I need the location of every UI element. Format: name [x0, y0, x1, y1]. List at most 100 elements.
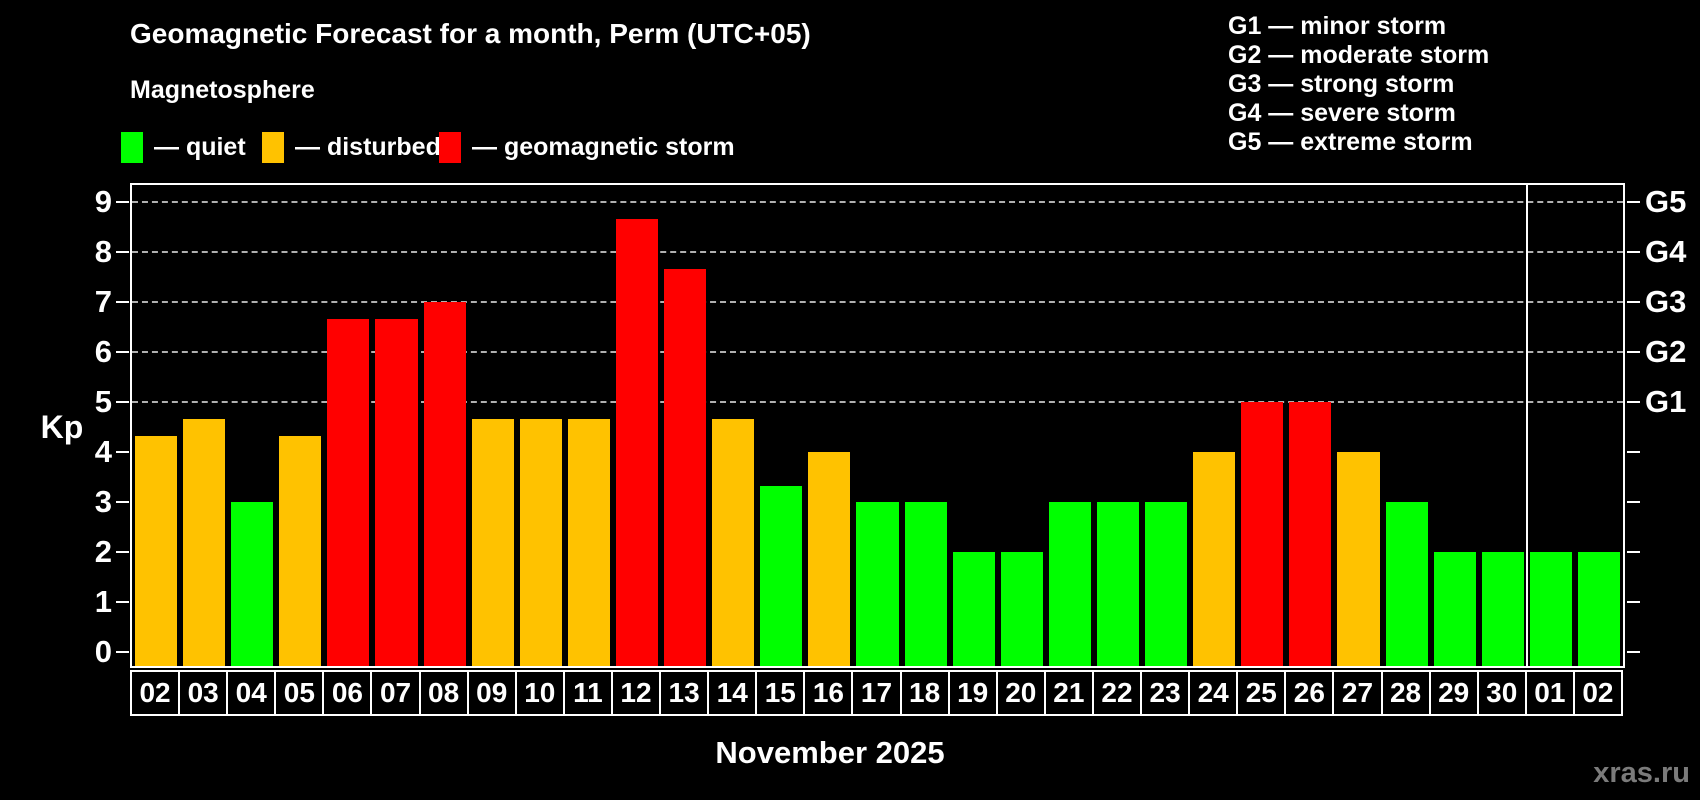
x-axis-date-cell: 11: [562, 670, 613, 716]
kp-bar-03: [183, 418, 226, 666]
kp-bar-28: [1385, 502, 1428, 666]
y-axis-tick-right: [1627, 601, 1640, 603]
gridline-kp6: [132, 351, 1623, 353]
kp-bar-11: [567, 418, 610, 666]
legend-storm-label: — geomagnetic storm: [472, 133, 735, 161]
right-axis-label-G4: G4: [1645, 234, 1687, 269]
y-axis-tick-right: [1627, 301, 1640, 303]
y-axis-label-4: 4: [94, 434, 112, 469]
y-axis-title: Kp: [40, 409, 84, 445]
y-axis-tick-right: [1627, 651, 1640, 653]
kp-bar-24: [1193, 452, 1236, 666]
y-axis-label-1: 1: [94, 584, 112, 619]
x-axis-date-cell: 26: [1284, 670, 1335, 716]
kp-bar-18: [904, 502, 947, 666]
x-axis-title: November 2025: [715, 735, 945, 770]
x-axis-date-cell: 14: [707, 670, 758, 716]
right-axis-label-G5: G5: [1645, 184, 1687, 219]
gscale-g1: G1 — minor storm: [1228, 12, 1447, 40]
gridline-kp8: [132, 251, 1623, 253]
kp-bar-21: [1048, 502, 1091, 666]
right-axis-label-G3: G3: [1645, 284, 1687, 319]
y-axis-label-6: 6: [94, 334, 112, 369]
kp-bar-10: [519, 418, 562, 666]
x-axis-date-cell: 17: [851, 670, 902, 716]
x-axis-date-cell: 30: [1476, 670, 1527, 716]
kp-bar-01: [1529, 552, 1572, 666]
x-axis-date-cell: 28: [1380, 670, 1431, 716]
y-axis-tick-right: [1627, 451, 1640, 453]
disturbed-color-swatch: [262, 132, 284, 163]
kp-bar-06: [327, 318, 370, 666]
gridline-kp9: [132, 201, 1623, 203]
kp-bar-12: [615, 218, 659, 666]
gscale-g2: G2 — moderate storm: [1228, 41, 1490, 69]
gscale-g5: G5 — extreme storm: [1228, 128, 1473, 156]
x-axis-date-cell: 03: [178, 670, 229, 716]
x-axis-date-cell: 20: [995, 670, 1046, 716]
right-axis-label-G2: G2: [1645, 334, 1687, 369]
x-axis-date-cell: 21: [1043, 670, 1094, 716]
y-axis-tick-right: [1627, 551, 1640, 553]
gscale-g4: G4 — severe storm: [1228, 99, 1456, 127]
y-axis-tick-right: [1627, 201, 1640, 203]
x-axis-date-cell: 12: [610, 670, 662, 716]
x-axis-date-cell: 13: [659, 670, 710, 716]
x-axis-date-cell: 01: [1524, 670, 1575, 716]
kp-bar-05: [279, 435, 322, 666]
kp-bar-02: [135, 435, 178, 666]
kp-bar-15: [760, 485, 803, 666]
kp-bar-02: [1577, 552, 1620, 666]
x-axis-date-cell: 05: [274, 670, 325, 716]
x-axis-date-cell: 19: [947, 670, 998, 716]
chart-title: Geomagnetic Forecast for a month, Perm (…: [130, 18, 811, 49]
chart-subtitle: Magnetosphere: [130, 76, 315, 104]
kp-bar-25: [1241, 402, 1284, 666]
y-axis-tick-right: [1627, 401, 1640, 403]
x-axis-date-cell: 07: [370, 670, 421, 716]
kp-bar-20: [1000, 552, 1043, 666]
kp-bar-26: [1289, 402, 1332, 666]
y-axis-tick-left: [116, 201, 129, 203]
y-axis-tick-left: [116, 501, 129, 503]
quiet-color-swatch: [121, 132, 143, 163]
kp-bar-30: [1481, 552, 1524, 666]
x-axis-date-cell: 22: [1091, 670, 1143, 716]
legend-item-quiet: — quiet: [121, 131, 246, 164]
x-axis-date-cell: 24: [1188, 670, 1239, 716]
legend-disturbed-label: — disturbed: [295, 133, 441, 161]
kp-bar-17: [856, 502, 899, 666]
y-axis-label-2: 2: [94, 534, 112, 569]
kp-bar-19: [952, 552, 995, 666]
x-axis-date-cell: 16: [803, 670, 854, 716]
y-axis-label-7: 7: [94, 284, 112, 319]
kp-bar-23: [1145, 502, 1188, 666]
x-axis-date-cell: 29: [1428, 670, 1479, 716]
kp-bar-14: [712, 418, 755, 666]
x-axis-date-cell: 25: [1236, 670, 1287, 716]
kp-bar-13: [664, 268, 707, 666]
y-axis-tick-left: [116, 601, 129, 603]
x-axis-date-cell: 04: [226, 670, 277, 716]
y-axis-tick-right: [1627, 251, 1640, 253]
kp-bar-22: [1096, 502, 1140, 666]
x-axis-date-cell: 09: [466, 670, 517, 716]
x-axis-date-cell: 23: [1140, 670, 1191, 716]
x-axis-date-cell: 08: [418, 670, 469, 716]
y-axis-tick-left: [116, 451, 129, 453]
legend-item-disturbed: — disturbed: [262, 131, 441, 164]
x-axis-date-cell: 10: [514, 670, 565, 716]
y-axis-tick-right: [1627, 351, 1640, 353]
kp-bar-27: [1337, 452, 1380, 666]
legend-quiet-label: — quiet: [154, 133, 246, 161]
y-axis-tick-left: [116, 551, 129, 553]
y-axis-tick-left: [116, 301, 129, 303]
x-axis-date-cell: 02: [1572, 670, 1623, 716]
gscale-g3: G3 — strong storm: [1228, 70, 1455, 98]
y-axis-label-8: 8: [94, 234, 112, 269]
y-axis-tick-right: [1627, 501, 1640, 503]
kp-bar-29: [1433, 552, 1476, 666]
gridline-kp5: [132, 401, 1623, 403]
y-axis-tick-left: [116, 351, 129, 353]
kp-bar-08: [423, 302, 466, 666]
